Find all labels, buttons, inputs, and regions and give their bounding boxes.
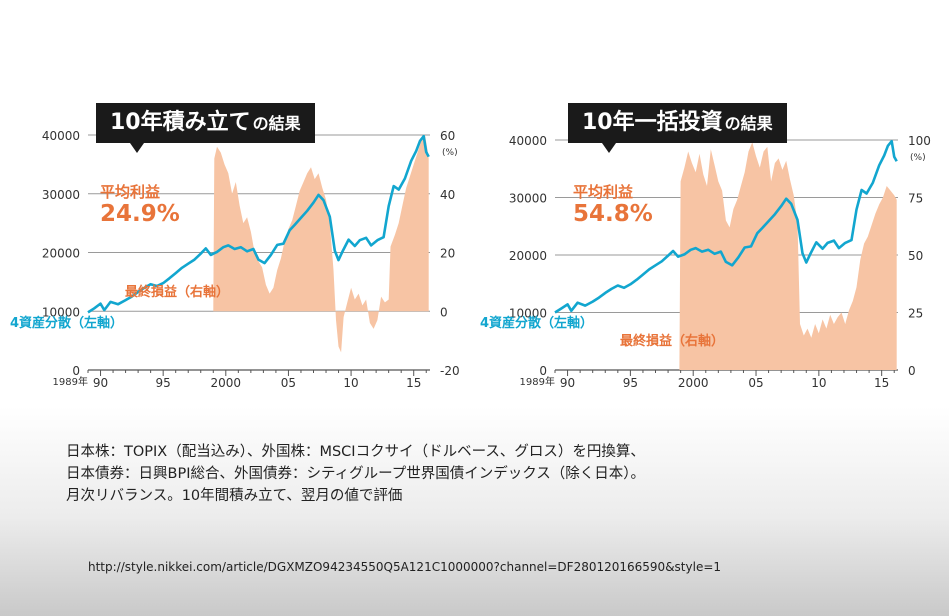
asset-series-label: 4資産分散（左軸）	[480, 315, 593, 331]
source-url[interactable]: http://style.nikkei.com/article/DGXMZO94…	[88, 560, 722, 574]
asset-line	[87, 134, 430, 314]
x-tick-label: 05	[748, 376, 763, 390]
y-right-tick-label: 25	[908, 307, 923, 321]
left-title-suffix: の結果	[252, 114, 301, 133]
y-right-unit-label: (%)	[910, 153, 926, 163]
y-left-tick-label: 10000	[509, 307, 547, 321]
y-right-tick-label: 75	[908, 192, 923, 206]
x-tick-label: 90	[93, 376, 108, 390]
note-line: 日本債券：日興BPI総合、外国債券：シティグループ世界国債インデックス（除く日本…	[66, 466, 646, 482]
y-right-tick-label: 0	[440, 305, 448, 319]
y-right-tick-label: 60	[440, 129, 455, 143]
right-chart-title: 10年一括投資 の結果	[568, 103, 787, 143]
y-right-tick-label: 40	[440, 188, 455, 202]
note-line: 日本株：TOPIX（配当込み）、外国株：MSCIコクサイ（ドルベース、グロス）を…	[66, 444, 645, 460]
left-title-main: 10年積み立て	[110, 110, 251, 135]
y-left-tick-label: 40000	[42, 129, 80, 143]
y-left-tick-label: 30000	[509, 192, 547, 206]
profit-series-label: 最終損益（右軸）	[125, 284, 229, 300]
x-tick-label: 10	[811, 376, 826, 390]
asset-series-label: 4資産分散（左軸）	[10, 315, 123, 331]
profit-area	[679, 142, 897, 370]
x-tick-label: 95	[156, 376, 171, 390]
left-title-pointer	[130, 143, 144, 153]
x-tick-label: 05	[281, 376, 296, 390]
left-average-profit-label: 平均利益	[100, 183, 161, 201]
right-chart: 0 10000 20000 30000 40000 0 25 50 75 100 (%) 1989年 9…	[480, 134, 931, 390]
x-tick-label: 15	[874, 376, 889, 390]
right-average-profit-value: 54.8%	[573, 201, 653, 227]
y-right-tick-label: 50	[908, 249, 923, 263]
note-line: 月次リバランス。10年間積み立て、翌月の値で評価	[66, 488, 403, 504]
left-average-profit-value: 24.9%	[100, 201, 180, 227]
x-tick-label: 1989年	[53, 375, 88, 388]
right-title-suffix: の結果	[724, 114, 773, 133]
y-left-tick-label: 0	[72, 364, 80, 378]
right-title-main: 10年一括投資	[582, 110, 723, 135]
right-chart-panel: 0 10000 20000 30000 40000 0 25 50 75 100 (%) 1989年 9…	[470, 95, 940, 395]
x-tick-label: 15	[406, 376, 421, 390]
y-left-tick-label: 30000	[42, 188, 80, 202]
asset-line	[554, 139, 898, 314]
y-right-tick-label: 100	[908, 134, 931, 148]
x-tick-label: 10	[343, 376, 358, 390]
left-chart: 0 10000 20000 30000 40000 -20 0 20 40 60 (%) 1989年 9…	[10, 129, 460, 390]
left-chart-panel: 0 10000 20000 30000 40000 -20 0 20 40 60 (%) 1989年 9…	[0, 95, 470, 395]
y-left-tick-label: 20000	[42, 247, 80, 261]
x-tick-label: 1989年	[520, 375, 555, 388]
y-right-tick-label: 20	[440, 247, 455, 261]
y-right-tick-label: -20	[440, 364, 460, 378]
y-left-tick-label: 0	[539, 364, 547, 378]
x-tick-label: 90	[560, 376, 575, 390]
y-left-tick-label: 20000	[509, 249, 547, 263]
y-left-tick-label: 10000	[42, 305, 80, 319]
data-source-notes: 日本株：TOPIX（配当込み）、外国株：MSCIコクサイ（ドルベース、グロス）を…	[66, 441, 926, 507]
left-chart-title: 10年積み立て の結果	[96, 103, 315, 143]
profit-series-label: 最終損益（右軸）	[620, 333, 724, 349]
x-tick-label: 2000	[211, 376, 242, 390]
profit-area	[213, 135, 429, 353]
right-title-pointer	[602, 143, 616, 153]
right-average-profit-label: 平均利益	[573, 183, 634, 201]
y-left-tick-label: 40000	[509, 134, 547, 148]
y-right-unit-label: (%)	[442, 148, 458, 158]
x-tick-label: 95	[623, 376, 638, 390]
x-tick-label: 2000	[678, 376, 709, 390]
y-right-tick-label: 0	[908, 364, 916, 378]
